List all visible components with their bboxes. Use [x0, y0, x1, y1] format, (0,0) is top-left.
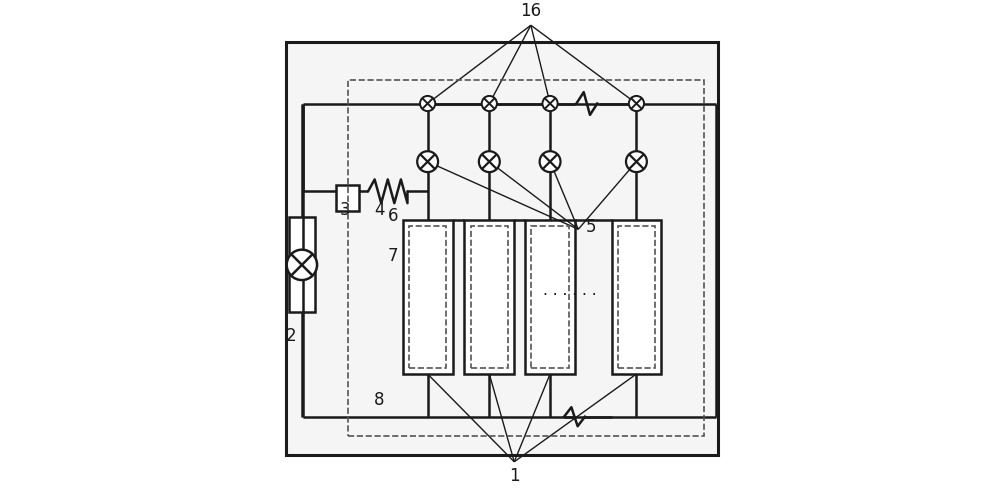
Circle shape	[629, 96, 644, 111]
Bar	[409, 226, 446, 368]
Bar	[464, 220, 514, 374]
Circle shape	[417, 151, 438, 172]
Bar	[618, 226, 655, 368]
Bar	[348, 80, 704, 436]
Text: 1: 1	[509, 467, 520, 485]
Circle shape	[479, 151, 500, 172]
Bar	[403, 220, 453, 374]
Circle shape	[420, 96, 435, 111]
Bar	[531, 226, 569, 368]
Bar	[471, 226, 508, 368]
Bar	[289, 218, 315, 312]
Text: 5: 5	[585, 218, 596, 236]
Text: 7: 7	[387, 247, 398, 265]
Text: 8: 8	[374, 391, 385, 409]
Circle shape	[626, 151, 647, 172]
Bar	[336, 185, 359, 211]
Text: 3: 3	[340, 201, 350, 219]
Text: 16: 16	[520, 2, 541, 20]
Circle shape	[540, 151, 561, 172]
Text: 2: 2	[286, 326, 296, 345]
Bar	[525, 220, 575, 374]
Text: 6: 6	[387, 206, 398, 224]
Text: 4: 4	[374, 201, 384, 219]
Circle shape	[482, 96, 497, 111]
Circle shape	[287, 250, 317, 280]
Circle shape	[542, 96, 558, 111]
Text: · · · · · ·: · · · · · ·	[543, 288, 597, 303]
Bar	[612, 220, 661, 374]
Bar	[286, 42, 718, 455]
